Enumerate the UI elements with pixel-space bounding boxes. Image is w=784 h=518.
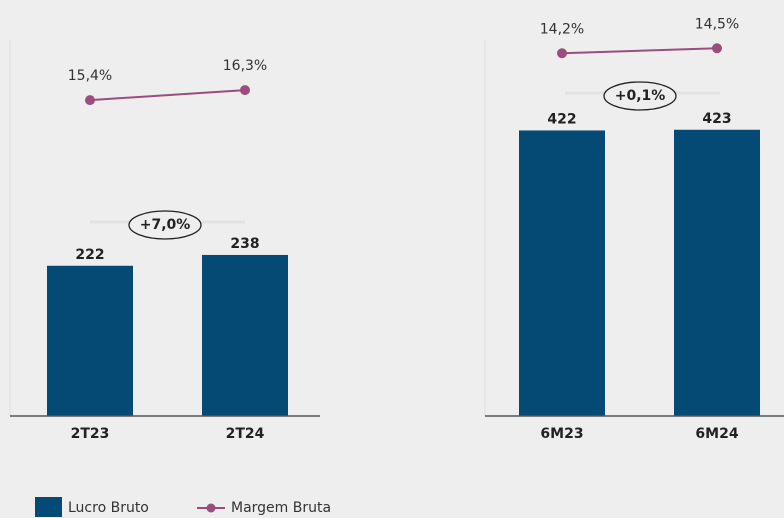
annotation: +0,1% <box>615 88 666 104</box>
legend-dot <box>206 503 216 513</box>
bar <box>674 129 760 416</box>
bar-value-label: 423 <box>702 111 731 127</box>
annotation-ellipse <box>128 210 202 240</box>
margin-line <box>89 89 246 102</box>
bar <box>519 130 605 417</box>
margin-dot <box>85 95 95 106</box>
annotation-ellipse <box>603 81 677 111</box>
x-tick-label: 2T24 <box>226 426 265 442</box>
x-tick-label: 6M24 <box>695 426 738 442</box>
margin-dot <box>712 43 722 54</box>
bar-value-label: 422 <box>547 111 576 127</box>
bar-value-label: 238 <box>230 236 259 252</box>
margin-dot <box>557 48 567 59</box>
bar-value-label: 222 <box>75 247 104 263</box>
margin-label: 15,4% <box>68 68 112 84</box>
bar <box>202 254 288 416</box>
legend-label: Margem Bruta <box>231 500 331 516</box>
margin-label: 14,5% <box>695 16 739 32</box>
margin-label: 16,3% <box>223 58 267 74</box>
x-tick-label: 2T23 <box>71 426 110 442</box>
legend-swatch <box>35 497 62 517</box>
legend-label: Lucro Bruto <box>68 500 149 516</box>
margin-dot <box>240 85 250 96</box>
x-tick-label: 6M23 <box>540 426 583 442</box>
margin-line <box>561 47 718 55</box>
margin-label: 14,2% <box>540 21 584 37</box>
bar <box>47 265 133 416</box>
annotation: +7,0% <box>140 217 191 233</box>
